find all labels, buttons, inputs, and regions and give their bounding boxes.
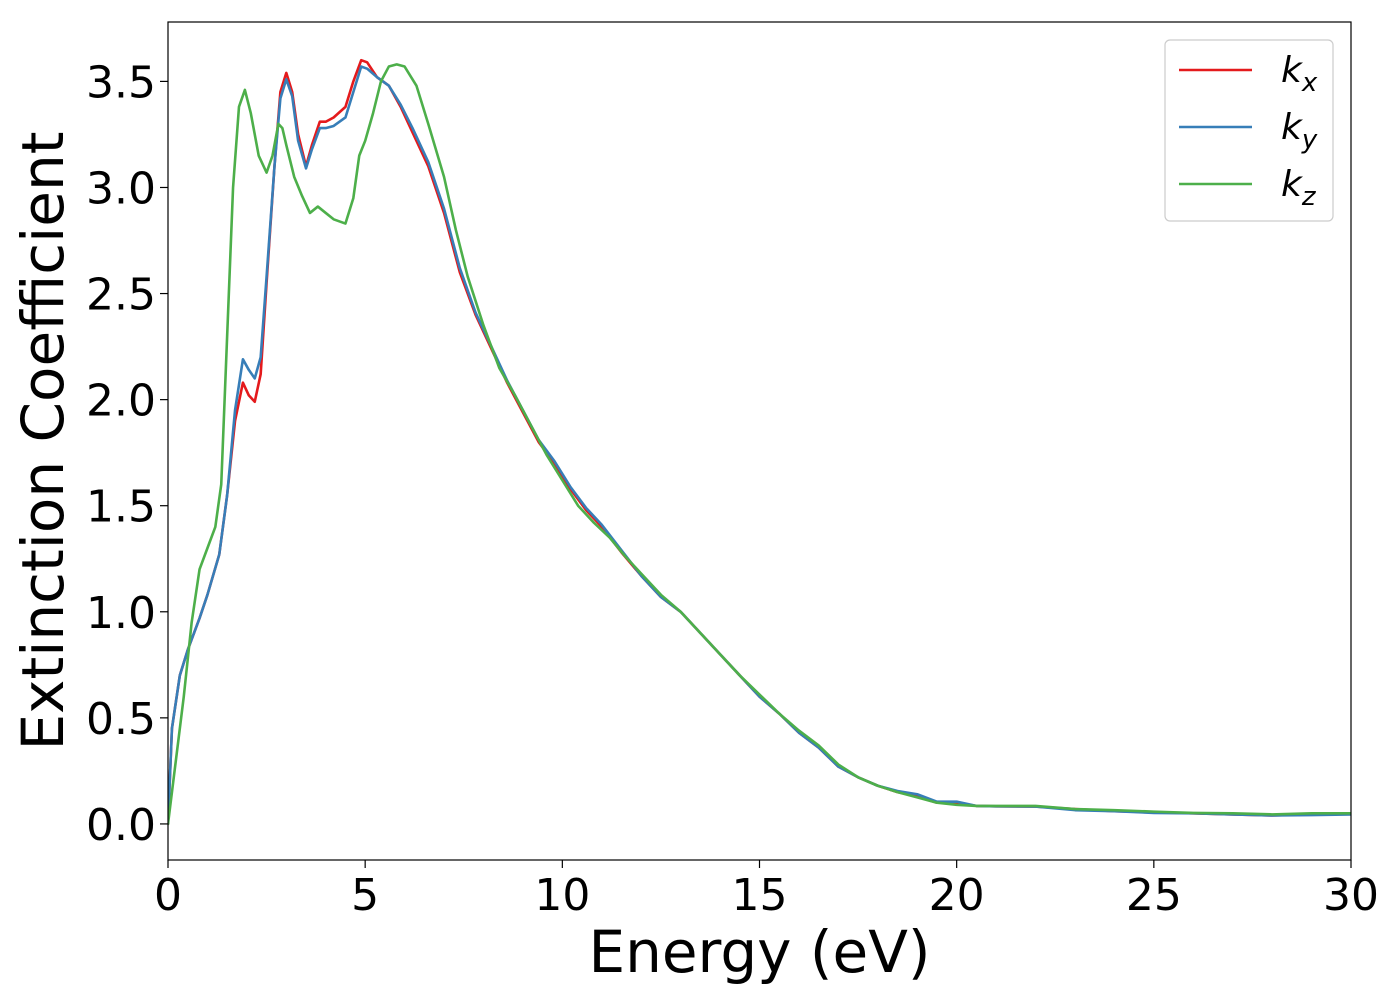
legend-label-kx: kx (1281, 50, 1318, 98)
y-tick-label: 0.5 (86, 694, 156, 745)
legend-label-kz: kz (1281, 164, 1317, 212)
legend-label-symbol: k (1281, 107, 1304, 148)
legend-label-symbol: k (1281, 50, 1304, 91)
y-tick-label: 0.0 (86, 800, 156, 851)
legend-label-subscript: x (1301, 68, 1318, 98)
x-tick-label: 30 (1323, 870, 1379, 921)
y-tick-label: 1.5 (86, 482, 156, 533)
legend-label-subscript: z (1301, 182, 1317, 212)
y-tick-label: 3.5 (86, 57, 156, 108)
x-tick-label: 5 (351, 870, 379, 921)
y-tick-label: 3.0 (86, 163, 156, 214)
x-axis-title: Energy (eV) (588, 918, 930, 986)
legend-box (1164, 39, 1334, 222)
y-axis: 0.0 0.5 1.0 1.5 2.0 2.5 3.0 3.5 (86, 57, 168, 851)
x-tick-label: 15 (732, 870, 788, 921)
y-axis-title: Extinction Coefficient (9, 132, 77, 751)
series-line-kz (168, 63, 1351, 826)
legend-label-symbol: k (1281, 164, 1304, 205)
x-axis: 0 5 10 15 20 25 30 (154, 860, 1379, 921)
y-tick-label: 2.0 (86, 376, 156, 427)
y-tick-label: 1.0 (86, 588, 156, 639)
x-tick-label: 20 (929, 870, 985, 921)
x-tick-label: 25 (1126, 870, 1182, 921)
series-layer (168, 58, 1351, 826)
legend-label-subscript: y (1301, 125, 1318, 155)
y-tick-label: 2.5 (86, 270, 156, 321)
x-tick-label: 10 (534, 870, 590, 921)
x-tick-label: 0 (154, 870, 182, 921)
legend-label-ky: ky (1281, 107, 1318, 155)
